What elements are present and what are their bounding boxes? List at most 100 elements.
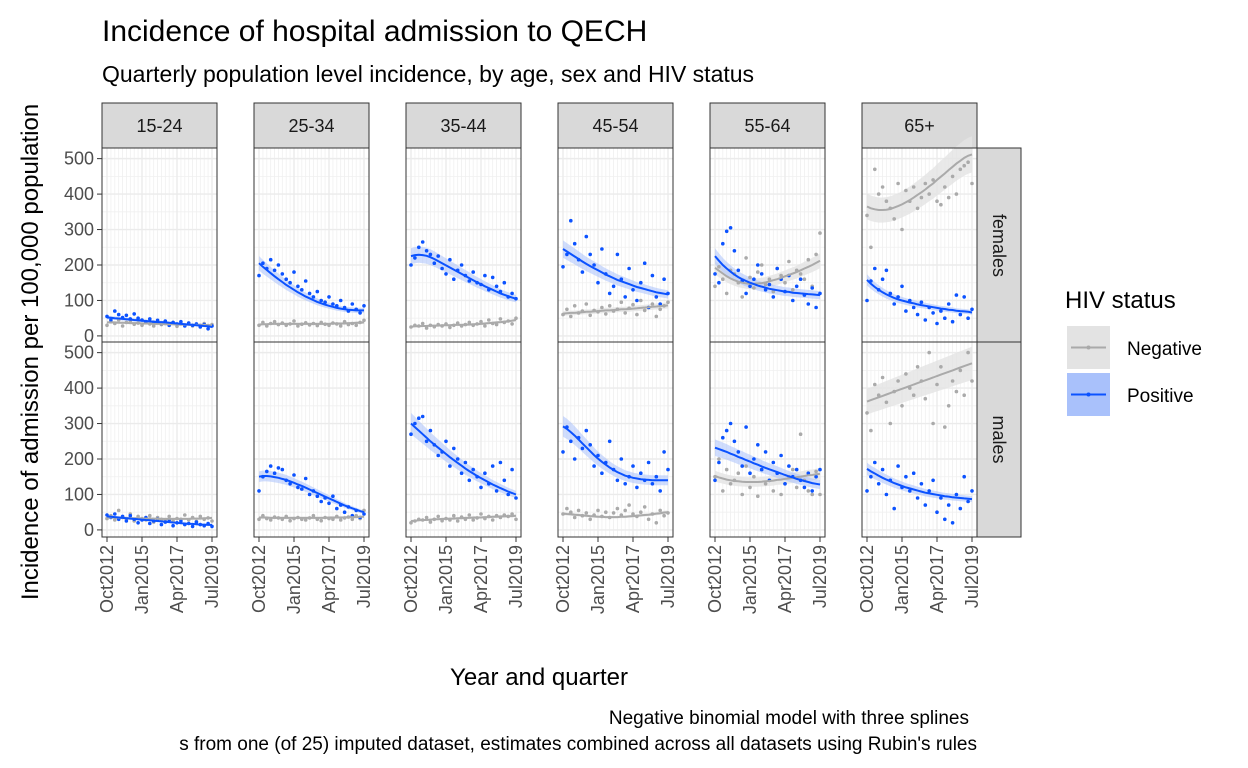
positive-point <box>717 280 721 285</box>
negative-point <box>880 185 885 189</box>
positive-point <box>413 256 417 260</box>
negative-point <box>802 277 807 282</box>
positive-point <box>724 428 729 433</box>
positive-point <box>569 218 573 223</box>
negative-point <box>919 195 924 200</box>
negative-point <box>666 300 670 305</box>
facet-strip-label: 55-64 <box>744 116 790 136</box>
positive-point <box>440 266 444 271</box>
positive-point <box>915 496 920 500</box>
positive-point <box>179 519 183 523</box>
x-tick-label: Jul2019 <box>506 545 526 608</box>
negative-point <box>631 512 635 516</box>
positive-point <box>896 295 900 299</box>
positive-point <box>748 471 752 476</box>
positive-point <box>510 291 514 296</box>
positive-fit-line <box>106 316 213 328</box>
positive-point <box>748 284 752 289</box>
negative-point <box>565 307 569 312</box>
positive-point <box>966 499 970 504</box>
positive-fit-line <box>714 255 821 297</box>
positive-point <box>650 273 655 278</box>
negative-point <box>635 312 639 317</box>
positive-point <box>292 270 296 274</box>
x-tick-label: Oct2012 <box>857 545 877 613</box>
positive-point <box>288 482 292 486</box>
negative-point <box>939 202 943 207</box>
facet-strip-25-34: 25-34 <box>253 102 370 149</box>
x-tick-label: Jul2019 <box>658 545 678 608</box>
positive-point <box>635 298 639 303</box>
negative-fit-line <box>562 511 669 519</box>
negative-fit-line <box>410 319 517 328</box>
negative-fit-line <box>562 304 669 315</box>
facet-strip-box <box>557 102 674 149</box>
facet-strip-55-64: 55-64 <box>709 102 826 149</box>
positive-point <box>565 252 569 257</box>
positive-point <box>580 270 585 274</box>
legend-label: Positive <box>1127 386 1194 407</box>
facet-strip-box <box>101 102 218 149</box>
panel-25-34-females <box>253 147 370 344</box>
positive-fit-line <box>562 248 669 296</box>
positive-point <box>873 460 877 465</box>
negative-point <box>448 325 452 330</box>
positive-point <box>802 485 807 490</box>
positive-point <box>148 521 152 526</box>
negative-point <box>565 506 569 511</box>
positive-point <box>662 277 666 282</box>
panel-border <box>557 341 674 538</box>
panel-border <box>405 341 522 538</box>
positive-point <box>736 268 741 273</box>
y-tick-label: 400 <box>64 184 94 204</box>
negative-fit-line <box>714 472 821 483</box>
positive-point <box>958 506 963 511</box>
positive-point <box>939 496 943 500</box>
positive-point <box>950 521 955 525</box>
positive-point <box>732 249 737 253</box>
positive-point <box>818 467 822 472</box>
negative-point <box>728 482 733 486</box>
negative-point <box>471 518 476 522</box>
x-tick-label: Jan2015 <box>132 545 152 614</box>
positive-point <box>455 457 460 461</box>
panel-65+-females <box>861 136 978 344</box>
negative-point <box>338 324 343 328</box>
negative-point <box>744 256 748 260</box>
positive-point <box>794 284 799 289</box>
facet-strip-45-54: 45-54 <box>557 102 674 149</box>
negative-point <box>923 181 928 186</box>
positive-point <box>190 524 195 529</box>
negative-point <box>596 508 600 513</box>
positive-point <box>966 316 970 321</box>
negative-point <box>467 320 472 325</box>
negative-point <box>514 316 518 321</box>
positive-point <box>806 302 811 306</box>
positive-fit-line <box>106 515 212 526</box>
positive-point <box>467 279 472 283</box>
x-tick-label: Apr2017 <box>167 545 187 613</box>
negative-point <box>619 300 624 305</box>
negative-point <box>748 485 752 490</box>
positive-point <box>514 496 518 500</box>
positive-point <box>327 501 331 506</box>
positive-point <box>113 309 117 313</box>
positive-point <box>631 288 635 292</box>
negative-point <box>798 272 803 276</box>
negative-point <box>483 324 487 328</box>
positive-point <box>409 263 413 267</box>
chart-subtitle: Quarterly population level incidence, by… <box>102 61 754 87</box>
positive-point <box>284 277 289 282</box>
negative-point <box>752 286 756 290</box>
negative-point <box>623 311 627 315</box>
negative-point <box>931 178 935 182</box>
positive-point <box>448 464 452 468</box>
negative-point <box>662 513 666 518</box>
positive-point <box>561 450 565 454</box>
facet-strip-males: males <box>976 341 1022 538</box>
positive-point <box>417 245 421 250</box>
panel-border <box>709 341 826 538</box>
facet-strip-15-24: 15-24 <box>101 102 218 149</box>
negative-point <box>424 326 429 330</box>
positive-point <box>810 489 814 493</box>
